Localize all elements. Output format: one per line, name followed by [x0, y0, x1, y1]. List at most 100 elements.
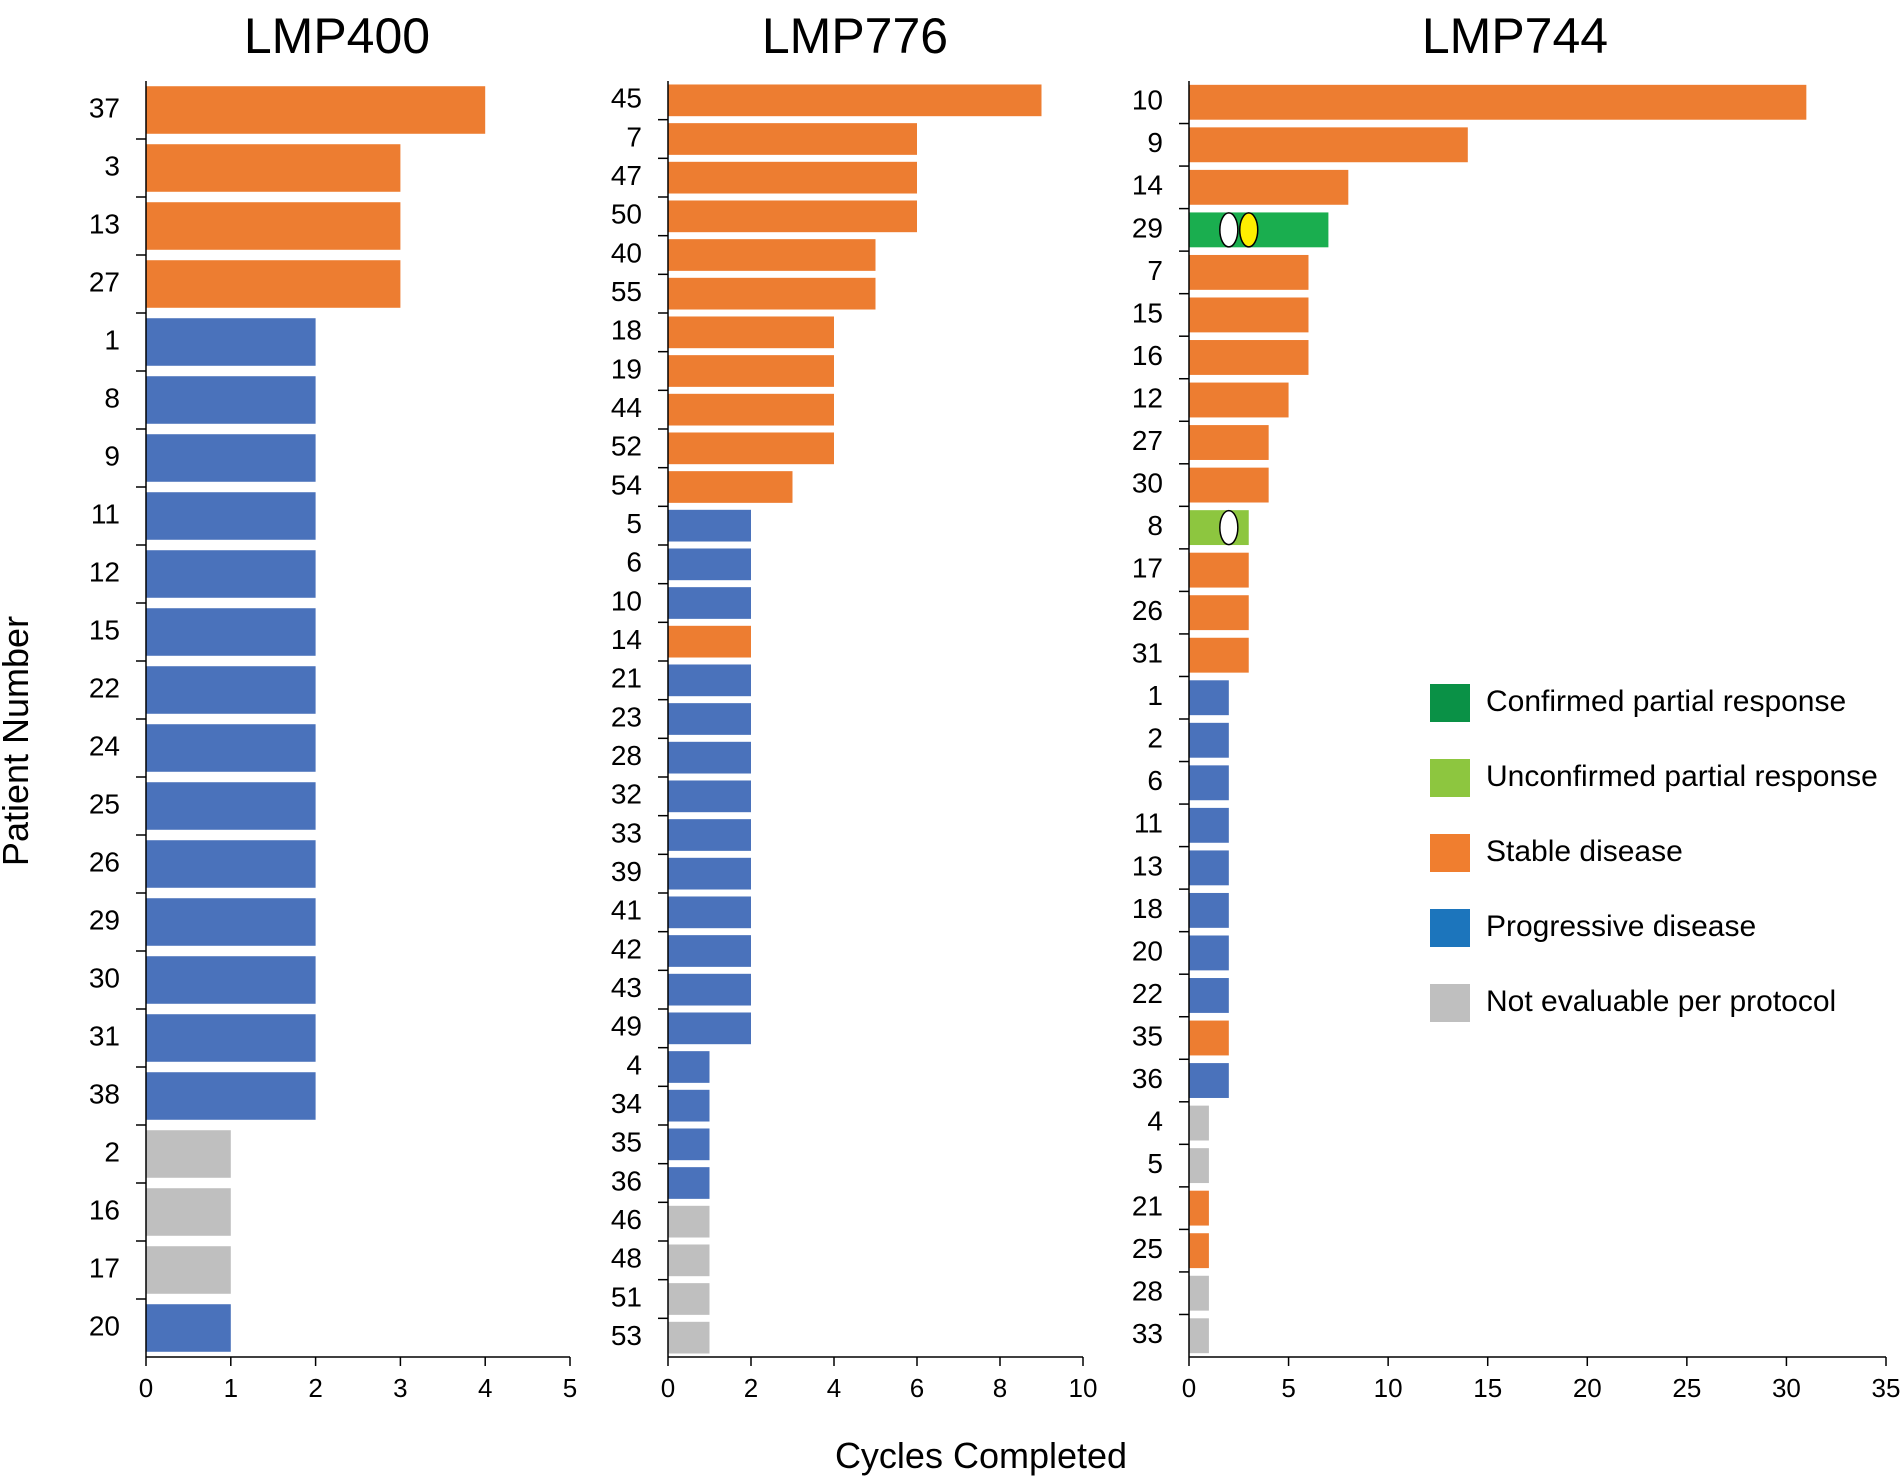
bar-patient-43 — [668, 973, 751, 1006]
legend-swatch — [1430, 984, 1470, 1022]
y-tick-label: 22 — [1132, 978, 1163, 1009]
bar-patient-12 — [1189, 382, 1289, 418]
y-tick-label: 1 — [1147, 680, 1163, 711]
legend-swatch — [1430, 759, 1470, 797]
legend-item-sd: Stable disease — [1430, 834, 1683, 872]
legend-label: Stable disease — [1486, 835, 1683, 868]
bar-patient-21 — [668, 664, 751, 697]
y-tick-label: 33 — [1132, 1318, 1163, 1349]
y-tick-label: 12 — [89, 556, 120, 587]
y-tick-label: 8 — [104, 382, 120, 413]
bar-patient-34 — [668, 1089, 710, 1122]
bar-patient-14 — [1189, 169, 1349, 205]
y-tick-label: 1 — [104, 324, 120, 355]
bar-patient-50 — [668, 200, 917, 233]
y-tick-label: 14 — [1132, 170, 1163, 201]
bar-patient-32 — [668, 780, 751, 813]
bar-patient-6 — [668, 548, 751, 581]
panel-title: LMP400 — [244, 8, 430, 64]
legend-item-cpr: Confirmed partial response — [1430, 684, 1846, 722]
bar-patient-26 — [1189, 595, 1249, 631]
bar-patient-33 — [1189, 1318, 1209, 1354]
bar-patient-2 — [146, 1130, 231, 1178]
bar-patient-31 — [146, 1014, 316, 1062]
x-tick-label: 5 — [1281, 1373, 1295, 1403]
bar-patient-8 — [146, 376, 316, 424]
y-tick-label: 20 — [89, 1310, 120, 1341]
y-tick-label: 10 — [611, 585, 642, 616]
y-tick-label: 6 — [1147, 765, 1163, 796]
y-tick-label: 39 — [611, 856, 642, 887]
bar-patient-11 — [1189, 807, 1229, 843]
bar-patient-51 — [668, 1283, 710, 1315]
x-tick-label: 5 — [563, 1373, 577, 1403]
x-tick-label: 10 — [1069, 1373, 1098, 1403]
bar-patient-20 — [1189, 935, 1229, 971]
legend-label: Progressive disease — [1486, 910, 1756, 943]
y-tick-label: 36 — [1132, 1063, 1163, 1094]
y-tick-label: 53 — [611, 1320, 642, 1351]
bar-patient-39 — [668, 857, 751, 890]
bar-patient-25 — [1189, 1233, 1209, 1269]
bar-patient-30 — [146, 956, 316, 1004]
y-tick-label: 5 — [1147, 1148, 1163, 1179]
y-tick-label: 41 — [611, 895, 642, 926]
y-tick-label: 13 — [1132, 850, 1163, 881]
y-tick-label: 35 — [1132, 1020, 1163, 1051]
bar-patient-45 — [668, 84, 1042, 117]
x-tick-label: 3 — [393, 1373, 407, 1403]
chart-panels: LMP4003731327189111215222425262930313821… — [89, 8, 1901, 1403]
bar-patient-3 — [146, 144, 401, 192]
x-tick-label: 6 — [910, 1373, 924, 1403]
y-tick-label: 21 — [611, 663, 642, 694]
bar-patient-38 — [146, 1072, 316, 1120]
bar-patient-13 — [146, 202, 401, 250]
panel-lmp400: LMP4003731327189111215222425262930313821… — [89, 8, 577, 1403]
bar-patient-48 — [668, 1244, 710, 1277]
y-tick-label: 21 — [1132, 1191, 1163, 1222]
x-tick-label: 1 — [224, 1373, 238, 1403]
bar-patient-4 — [1189, 1105, 1209, 1141]
panel-title: LMP776 — [762, 8, 948, 64]
x-tick-label: 0 — [1182, 1373, 1196, 1403]
bar-patient-1 — [146, 318, 316, 366]
y-tick-label: 48 — [611, 1243, 642, 1274]
y-axis-title: Patient Number — [0, 616, 36, 866]
bar-patient-9 — [1189, 127, 1468, 163]
x-tick-label: 35 — [1872, 1373, 1901, 1403]
bar-patient-33 — [668, 819, 751, 851]
y-tick-label: 27 — [1132, 425, 1163, 456]
response-marker-yellow — [1238, 212, 1259, 248]
x-tick-label: 2 — [308, 1373, 322, 1403]
response-marker-white — [1219, 509, 1239, 546]
y-tick-label: 29 — [1132, 212, 1163, 243]
bar-patient-10 — [668, 587, 751, 619]
legend: Confirmed partial response Unconfirmed pa… — [1430, 684, 1878, 1022]
y-tick-label: 26 — [1132, 595, 1163, 626]
panel-lmp776: LMP7764574750405518194452545610142123283… — [611, 8, 1098, 1403]
x-tick-label: 4 — [478, 1373, 492, 1403]
y-tick-label: 54 — [611, 469, 642, 500]
y-tick-label: 31 — [1132, 638, 1163, 669]
y-tick-label: 33 — [611, 817, 642, 848]
legend-label: Not evaluable per protocol — [1486, 985, 1836, 1018]
bar-patient-10 — [1189, 84, 1807, 120]
y-tick-label: 38 — [89, 1078, 120, 1109]
y-tick-label: 14 — [611, 624, 642, 655]
bar-patient-35 — [1189, 1020, 1229, 1056]
y-tick-label: 15 — [89, 614, 120, 645]
bar-patient-17 — [1189, 552, 1249, 588]
legend-item-ne: Not evaluable per protocol — [1430, 984, 1836, 1022]
y-tick-label: 16 — [1132, 340, 1163, 371]
y-tick-label: 32 — [611, 779, 642, 810]
bar-patient-29 — [1189, 212, 1329, 248]
bar-patient-30 — [1189, 467, 1269, 503]
y-tick-label: 51 — [611, 1281, 642, 1312]
bar-patient-36 — [668, 1167, 710, 1199]
panel-lmp744: LMP7441091429715161227308172631126111318… — [1132, 8, 1901, 1403]
y-tick-label: 42 — [611, 933, 642, 964]
bar-patient-54 — [668, 471, 793, 503]
x-tick-label: 20 — [1573, 1373, 1602, 1403]
y-tick-label: 12 — [1132, 382, 1163, 413]
